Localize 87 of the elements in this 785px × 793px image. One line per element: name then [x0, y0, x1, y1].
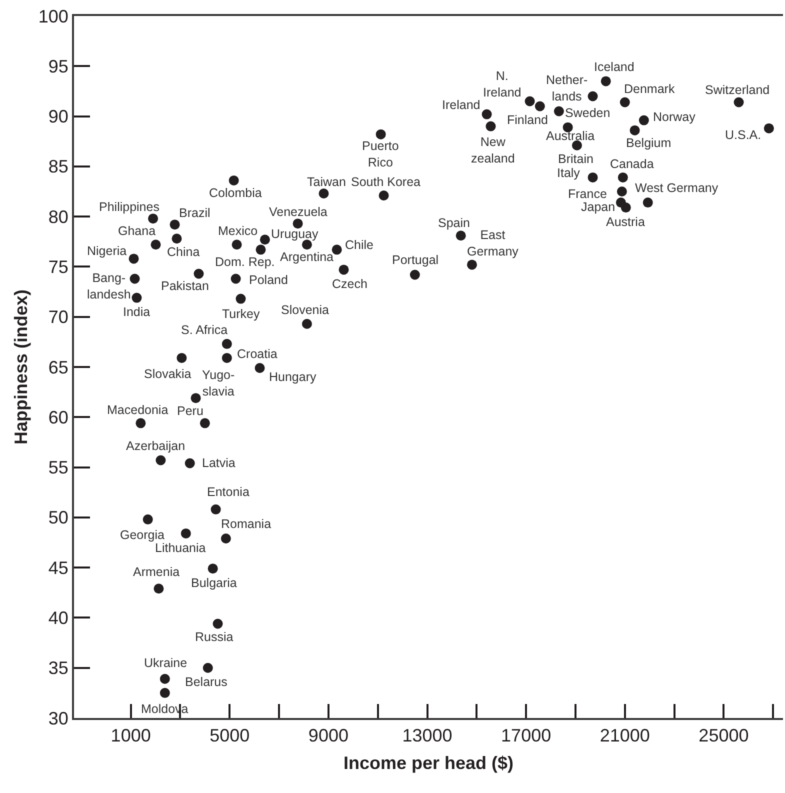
- annotation: India: [123, 305, 150, 319]
- y-tick-label: 45: [48, 558, 68, 578]
- annotation: Entonia: [207, 485, 250, 499]
- x-tick-label: 5000: [210, 726, 250, 746]
- annotation: Colombia: [209, 186, 262, 200]
- annotation: Brazil: [179, 206, 210, 220]
- annotation: Macedonia: [107, 403, 168, 417]
- x-tick-label: 9000: [308, 726, 348, 746]
- annotation: Bulgaria: [191, 576, 237, 590]
- annotation: Dom. Rep.: [215, 255, 275, 269]
- annotation: Slovakia: [144, 367, 192, 381]
- annotation: Sweden: [565, 106, 610, 120]
- annotation: Russia: [195, 630, 234, 644]
- annotation: N. Ireland: [483, 69, 522, 100]
- annotation: Nether- lands: [546, 73, 588, 104]
- annotation: Azerbaijan: [126, 439, 186, 453]
- annotation: East Germany: [467, 228, 520, 258]
- y-tick-label: 65: [48, 357, 68, 378]
- annotation: Venezuela: [269, 205, 328, 219]
- annotation: Britain: [558, 152, 594, 166]
- annotation: Mexico: [218, 224, 258, 238]
- x-tick-label: 17000: [501, 726, 552, 746]
- y-tick-label: 55: [48, 458, 68, 478]
- x-tick-label: 21000: [600, 726, 650, 746]
- annotation: Australia: [546, 129, 595, 143]
- annotation: Belgium: [626, 136, 672, 150]
- y-tick-label: 90: [48, 106, 68, 127]
- y-tick-label: 35: [48, 658, 68, 678]
- annotation: Taiwan: [307, 175, 346, 189]
- y-tick-label: 70: [48, 307, 68, 328]
- annotation: Poland: [249, 273, 288, 287]
- annotation: Japan: [581, 200, 616, 214]
- y-tick-label: 50: [48, 508, 68, 528]
- annotation: Romania: [221, 517, 272, 531]
- y-tick-label: 100: [38, 6, 68, 26]
- annotation: China: [167, 245, 200, 259]
- annotation: Belarus: [185, 675, 228, 689]
- annotation: Hungary: [269, 370, 317, 384]
- annotation: Norway: [653, 110, 696, 124]
- y-tick-label: 60: [48, 407, 68, 428]
- annotation: Canada: [610, 157, 654, 171]
- annotation: Austria: [606, 215, 645, 229]
- annotation: Bang- landesh: [87, 271, 131, 302]
- annotation: Georgia: [120, 528, 165, 542]
- annotation: Ukraine: [144, 656, 188, 670]
- y-tick-label: 95: [48, 56, 68, 76]
- annotation: Philippines: [99, 200, 160, 214]
- annotation: Croatia: [237, 347, 278, 361]
- annotation: Denmark: [624, 82, 676, 96]
- annotation: Armenia: [133, 565, 180, 579]
- y-tick-label: 40: [48, 608, 68, 628]
- annotation: Portugal: [392, 253, 439, 267]
- y-tick-label: 75: [48, 257, 68, 278]
- annotation: Nigeria: [87, 244, 127, 258]
- x-tick-label: 13000: [402, 726, 452, 746]
- annotation: Lithuania: [155, 541, 206, 555]
- annotation: New zealand: [471, 135, 515, 166]
- y-axis-title: Happiness (index): [11, 289, 32, 445]
- annotation: Ireland: [442, 98, 480, 112]
- annotation: Turkey: [222, 307, 260, 321]
- annotation: Peru: [177, 404, 204, 418]
- annotation: U.S.A.: [725, 128, 762, 142]
- annotation: West Germany: [635, 181, 719, 195]
- annotation: Yugo- slavia: [202, 368, 235, 398]
- x-tick-label: 1000: [110, 726, 151, 746]
- annotation: Argentina: [280, 250, 334, 264]
- annotation: Latvia: [202, 456, 236, 470]
- annotation: S. Africa: [181, 323, 228, 337]
- y-tick-label: 80: [48, 206, 68, 227]
- annotation: Uruguay: [271, 227, 319, 241]
- annotation: Iceland: [594, 60, 634, 74]
- annotation: Puerto Rico: [362, 139, 399, 170]
- annotation: Ghana: [118, 224, 156, 238]
- annotation: Slovenia: [281, 303, 329, 317]
- x-tick-label: 25000: [698, 726, 749, 746]
- annotation: Switzerland: [705, 83, 770, 97]
- annotation: Spain: [438, 216, 470, 230]
- x-axis-title: Income per head ($): [343, 753, 514, 774]
- annotation: Finland: [507, 113, 548, 127]
- y-tick-label: 30: [48, 708, 68, 728]
- annotation: Czech: [332, 277, 368, 291]
- annotation: Pakistan: [161, 279, 209, 293]
- annotation: Italy: [557, 166, 581, 180]
- annotation: France: [568, 187, 607, 201]
- annotation: South Korea: [351, 175, 421, 189]
- y-tick-label: 85: [48, 156, 68, 177]
- annotation: Chile: [345, 238, 374, 252]
